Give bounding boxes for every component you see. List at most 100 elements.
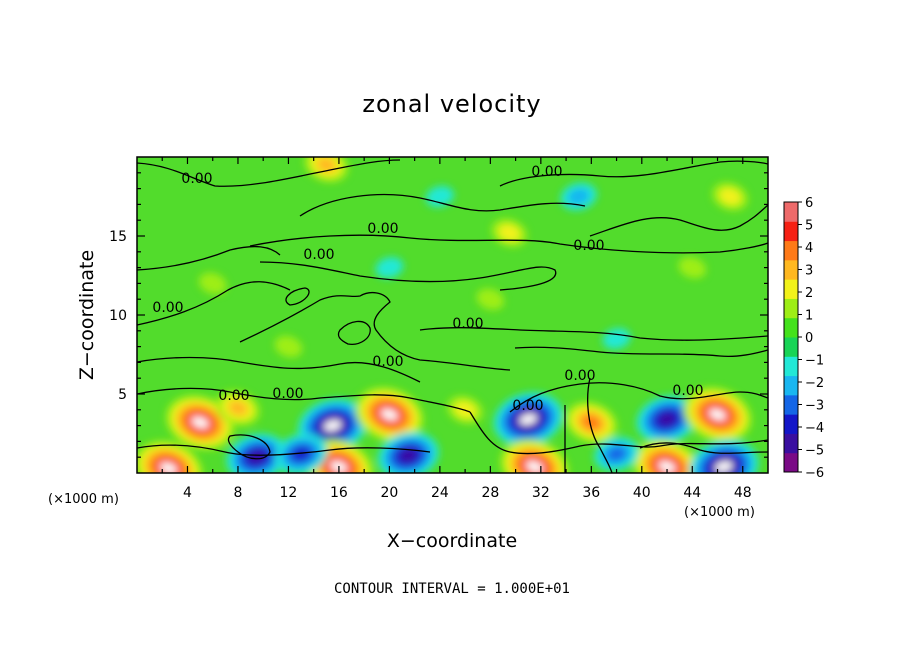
- colorbar-tick-label: 2: [805, 286, 813, 301]
- colorbar-tick-label: 4: [805, 241, 813, 256]
- y-unit-label: (×1000 m): [48, 492, 119, 507]
- contour-label: 0.00: [531, 164, 562, 180]
- velocity-cell: [498, 224, 521, 242]
- contour-line: [137, 245, 281, 271]
- contour-line: [285, 287, 310, 306]
- contour-label: 0.00: [512, 398, 543, 414]
- contour-line: [499, 160, 768, 187]
- colorbar-tick-label: 6: [805, 196, 813, 211]
- contour-label: 0.00: [181, 171, 212, 187]
- colorbar-labels: 6 5 4 3 2 1 0 −1 −2 −3 −4 −5 −6: [805, 196, 824, 481]
- velocity-cell: [607, 446, 627, 462]
- colorbar-segment: [784, 394, 798, 415]
- y-axis-title: Z−coordinate: [76, 250, 98, 380]
- contour-line: [239, 291, 511, 371]
- contour-line: [137, 387, 471, 413]
- velocity-cell: [425, 185, 454, 208]
- velocity-core: [658, 461, 676, 473]
- velocity-core: [519, 413, 538, 425]
- velocity-cell: [678, 256, 707, 279]
- velocity-cell: [198, 272, 227, 295]
- colorbar-segment: [784, 298, 798, 319]
- colorbar-segment: [784, 356, 798, 377]
- velocity-core: [380, 408, 399, 421]
- colorbar-segment: [784, 259, 798, 280]
- colorbar-segment: [784, 317, 798, 338]
- colorbar-segment: [784, 240, 798, 261]
- colorbar-segment: [784, 279, 798, 299]
- colorbar-tick-label: 5: [805, 219, 813, 234]
- axis-ticks: [137, 157, 768, 473]
- contour-label: 0.00: [367, 221, 398, 237]
- velocity-core: [715, 461, 733, 473]
- colorbar: [783, 201, 802, 473]
- x-tick-label: 44: [683, 485, 701, 501]
- velocity-core: [525, 461, 544, 473]
- colorbar-tick-label: 3: [805, 264, 813, 279]
- colorbar-segment: [784, 433, 798, 454]
- contour-line: [337, 320, 371, 345]
- contour-labels: 0.00 0.00 0.00 0.00 0.00 0.00 0.00 0.00 0.00 0.00…: [152, 164, 703, 414]
- velocity-core: [323, 420, 342, 431]
- contour-line: [137, 159, 401, 187]
- x-tick-label: 4: [183, 485, 192, 501]
- velocity-cell: [375, 257, 404, 279]
- velocity-cell: [292, 447, 310, 461]
- plot-area: 0.00 0.00 0.00 0.00 0.00 0.00 0.00 0.00 0.00 0.00…: [136, 156, 769, 474]
- x-tick-labels: 4 8 12 16 20 24 28 32 36 40 44 48: [183, 485, 752, 501]
- contour-line: [259, 261, 557, 291]
- velocity-cell: [567, 188, 590, 205]
- velocity-core: [708, 408, 727, 421]
- colorbar-segment: [784, 202, 798, 222]
- contour-label: 0.00: [672, 383, 703, 399]
- colorbar-tick-label: −1: [805, 354, 824, 369]
- velocity-cell: [658, 412, 676, 426]
- contour-line: [299, 193, 586, 217]
- contour-line: [587, 377, 613, 473]
- y-tick-label: 5: [118, 387, 127, 403]
- colorbar-segment: [784, 452, 798, 473]
- contour-label: 0.00: [573, 238, 604, 254]
- x-axis-title: X−coordinate: [387, 530, 517, 552]
- contour-line: [469, 411, 768, 455]
- contour-line: [137, 356, 421, 383]
- velocity-core: [159, 462, 178, 473]
- contour-label: 0.00: [564, 368, 595, 384]
- velocity-cell: [274, 335, 303, 358]
- colorbar-tick-label: 0: [805, 331, 813, 346]
- y-tick-label: 10: [109, 308, 127, 324]
- contour-label: 0.00: [372, 354, 403, 370]
- velocity-cell: [476, 288, 505, 310]
- contour-line: [249, 234, 768, 254]
- zero-contours: [137, 159, 768, 473]
- colorbar-segment: [784, 221, 798, 242]
- x-tick-label: 40: [633, 485, 651, 501]
- chart-title: zonal velocity: [362, 90, 541, 118]
- x-tick-label: 48: [734, 485, 752, 501]
- contour-line: [514, 346, 768, 358]
- contour-label: 0.00: [272, 386, 303, 402]
- velocity-cell: [228, 400, 248, 416]
- x-unit-label: (×1000 m): [684, 505, 755, 520]
- y-tick-labels: 5 10 15: [109, 229, 127, 403]
- x-tick-label: 16: [330, 485, 348, 501]
- y-tick-label: 15: [109, 229, 127, 245]
- contour-line: [419, 327, 768, 341]
- contour-line: [137, 444, 431, 456]
- contour-line: [589, 204, 768, 237]
- x-tick-label: 36: [582, 485, 600, 501]
- x-tick-label: 20: [380, 485, 398, 501]
- colorbar-segment: [784, 414, 798, 434]
- velocity-cell: [400, 449, 417, 463]
- colorbar-tick-label: −6: [805, 466, 824, 481]
- contour-label: 0.00: [303, 247, 334, 263]
- contour-interval-note: CONTOUR INTERVAL = 1.000E+01: [334, 581, 570, 597]
- colorbar-tick-label: −4: [805, 421, 824, 436]
- contour-line: [137, 281, 291, 326]
- colorbar-tick-label: −5: [805, 444, 824, 459]
- colorbar-tick-label: −3: [805, 399, 824, 414]
- contour-line: [509, 382, 768, 413]
- colorbar-tick-label: 1: [805, 309, 813, 324]
- contour-label: 0.00: [452, 316, 483, 332]
